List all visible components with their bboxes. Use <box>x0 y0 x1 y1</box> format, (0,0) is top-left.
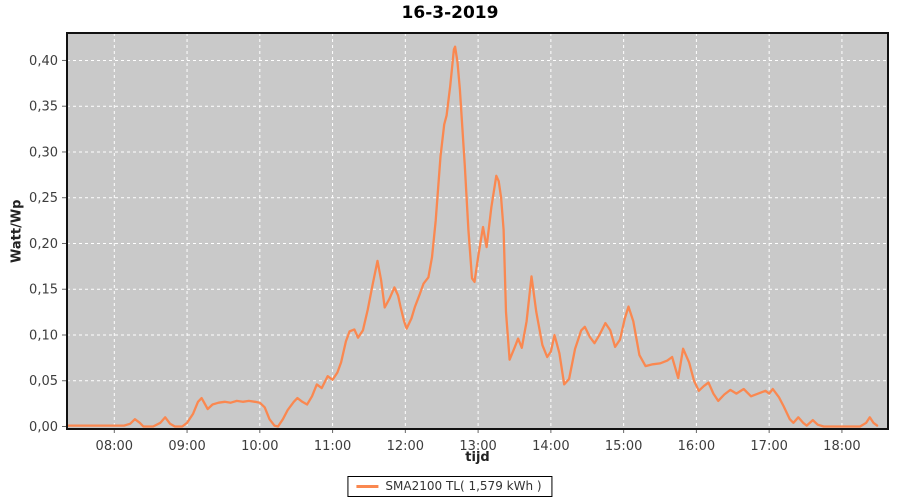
plot-background <box>67 33 888 429</box>
x-tick-label: 08:00 <box>96 439 133 454</box>
y-tick-label: 0,25 <box>29 191 58 206</box>
y-tick-label: 0,05 <box>29 374 58 389</box>
x-tick-label: 13:00 <box>459 439 496 454</box>
chart-title: 16-3-2019 <box>401 3 499 23</box>
legend-line-swatch <box>356 484 379 488</box>
legend: SMA2100 TL( 1,579 kWh ) <box>347 476 553 497</box>
x-tick-label: 09:00 <box>168 439 205 454</box>
series-line <box>65 45 879 428</box>
y-tick-label: 0,00 <box>29 420 58 435</box>
x-tick-label: 18:00 <box>823 439 860 454</box>
x-tick-label: 14:00 <box>532 439 569 454</box>
y-tick-label: 0,30 <box>29 145 58 160</box>
x-tick-label: 15:00 <box>605 439 642 454</box>
x-tick-label: 10:00 <box>241 439 278 454</box>
plot-border <box>66 32 889 430</box>
x-axis-title: tijd <box>465 450 490 465</box>
x-tick-label: 16:00 <box>678 439 715 454</box>
legend-series-label: SMA2100 TL( 1,579 kWh ) <box>385 479 542 493</box>
y-tick-label: 0,35 <box>29 100 58 115</box>
x-tick-label: 17:00 <box>750 439 787 454</box>
y-tick-label: 0,40 <box>29 54 58 69</box>
y-tick-label: 0,15 <box>29 283 58 298</box>
y-tick-label: 0,10 <box>29 328 58 343</box>
x-tick-label: 12:00 <box>387 439 424 454</box>
x-tick-label: 11:00 <box>314 439 351 454</box>
y-tick-label: 0,20 <box>29 237 58 252</box>
